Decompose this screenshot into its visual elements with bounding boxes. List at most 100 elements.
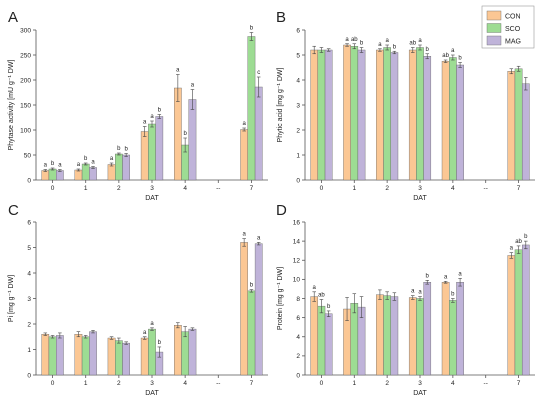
significance-letter: b bbox=[451, 292, 455, 298]
bar-mag bbox=[188, 328, 197, 376]
bar-mag bbox=[254, 86, 263, 181]
legend-swatch-sco bbox=[486, 23, 502, 33]
x-tick-label: 3 bbox=[150, 380, 154, 387]
significance-letter: b bbox=[84, 156, 88, 162]
significance-letter: b bbox=[327, 304, 331, 310]
significance-letter: a bbox=[313, 285, 317, 291]
bar-con bbox=[140, 131, 149, 181]
y-tick-label: 6 bbox=[296, 27, 300, 34]
x-tick-label: -- bbox=[216, 185, 220, 192]
x-tick-label: 0 bbox=[51, 380, 55, 387]
y-tick-label: 6 bbox=[296, 315, 300, 322]
bar-sco bbox=[350, 303, 359, 376]
significance-letter: ab bbox=[409, 41, 416, 47]
significance-letter: b bbox=[158, 340, 162, 346]
bar-con bbox=[107, 164, 116, 181]
y-tick-label: 5 bbox=[296, 52, 300, 59]
y-tick-label: 1 bbox=[296, 152, 300, 159]
y-tick-label: 1 bbox=[27, 347, 31, 354]
x-tick-label: 7 bbox=[250, 185, 254, 192]
significance-letter: a bbox=[451, 48, 455, 54]
significance-letter: a bbox=[458, 271, 462, 277]
bar-sco bbox=[181, 331, 189, 376]
significance-letter: ab bbox=[515, 239, 522, 245]
x-tick-label: 0 bbox=[51, 185, 55, 192]
panel-letter: A bbox=[8, 9, 18, 26]
x-tick-label: 3 bbox=[150, 185, 154, 192]
y-tick-label: 2 bbox=[27, 321, 31, 328]
x-tick-label: 7 bbox=[517, 380, 521, 387]
bar-con bbox=[507, 71, 516, 181]
bar-mag bbox=[56, 170, 64, 181]
significance-letter: a bbox=[257, 235, 261, 241]
legend-swatch-mag bbox=[486, 35, 502, 46]
x-tick-label: 0 bbox=[320, 380, 324, 387]
y-tick-label: 0 bbox=[296, 372, 300, 379]
bar-con bbox=[140, 337, 149, 376]
bar-sco bbox=[317, 49, 326, 181]
significance-letter: b bbox=[51, 161, 55, 167]
x-tick-label: 7 bbox=[517, 185, 521, 192]
x-tick-label: 0 bbox=[320, 185, 324, 192]
y-tick-label: 8 bbox=[296, 296, 300, 303]
y-tick-label: 0 bbox=[296, 177, 300, 184]
bar-mag bbox=[122, 154, 130, 181]
bar-sco bbox=[449, 300, 457, 376]
y-tick-label: 250 bbox=[20, 52, 31, 59]
significance-letter: a bbox=[150, 321, 154, 327]
bar-sco bbox=[48, 336, 57, 376]
significance-letter: a bbox=[143, 330, 147, 336]
bar-con bbox=[507, 255, 516, 376]
bar-con bbox=[174, 87, 182, 181]
y-tick-label: 200 bbox=[20, 77, 31, 84]
significance-letter: a bbox=[444, 274, 448, 280]
significance-letter: b bbox=[393, 44, 397, 50]
significance-letter: a bbox=[44, 163, 48, 169]
significance-letter: a bbox=[143, 120, 147, 126]
y-axis-label: Protein [mg g⁻¹ DW] bbox=[277, 267, 284, 330]
significance-letter: b bbox=[426, 273, 430, 279]
significance-letter: a bbox=[110, 156, 114, 162]
bar-sco bbox=[247, 36, 256, 181]
x-tick-label: 1 bbox=[84, 380, 88, 387]
bar-sco bbox=[514, 68, 523, 181]
y-tick-label: 2 bbox=[296, 353, 300, 360]
x-tick-label: 3 bbox=[418, 185, 422, 192]
bar-con bbox=[174, 325, 182, 376]
bar-mag bbox=[254, 243, 263, 376]
bar-sco bbox=[148, 123, 156, 181]
significance-letter: b bbox=[158, 108, 162, 114]
bar-mag bbox=[423, 56, 432, 181]
x-tick-label: -- bbox=[484, 380, 488, 387]
y-tick-label: 150 bbox=[20, 102, 31, 109]
y-tick-label: 100 bbox=[20, 127, 31, 134]
significance-letter: a bbox=[191, 83, 195, 89]
y-tick-label: 14 bbox=[293, 238, 301, 245]
y-tick-label: 6 bbox=[27, 219, 31, 226]
x-tick-label: -- bbox=[216, 380, 220, 387]
significance-letter: a bbox=[418, 38, 422, 44]
bar-mag bbox=[423, 282, 432, 376]
bar-con bbox=[107, 337, 116, 376]
significance-letter: a bbox=[411, 289, 415, 295]
x-tick-label: 2 bbox=[117, 185, 121, 192]
y-tick-label: 0 bbox=[27, 177, 31, 184]
legend-label-sco: SCO bbox=[505, 26, 521, 33]
bar-con bbox=[240, 129, 248, 181]
bar-con bbox=[441, 282, 450, 376]
bar-sco bbox=[350, 46, 359, 181]
y-tick-label: 5 bbox=[27, 245, 31, 252]
bar-con bbox=[408, 49, 417, 181]
panel-a: A 0 50 100 150 200 250 300 Phytase activity [mU … bbox=[8, 9, 268, 202]
x-tick-label: 1 bbox=[352, 380, 356, 387]
bar-mag bbox=[324, 49, 333, 181]
significance-letter: b bbox=[426, 47, 430, 53]
legend-label-con: CON bbox=[505, 14, 521, 21]
bar-mag bbox=[155, 116, 164, 181]
bar-con bbox=[408, 297, 417, 376]
significance-letter: b bbox=[124, 147, 128, 153]
significance-letter: c bbox=[257, 70, 260, 76]
bar-sco bbox=[383, 47, 391, 181]
y-tick-label: 4 bbox=[296, 77, 300, 84]
